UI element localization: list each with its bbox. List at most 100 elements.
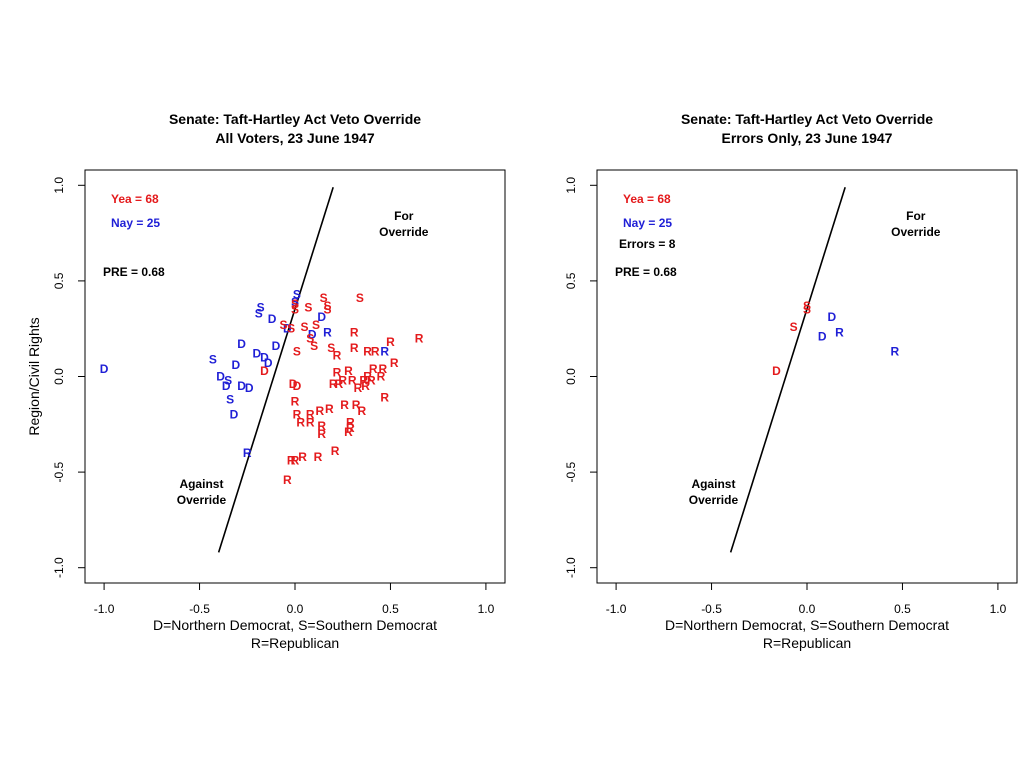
data-point: R (363, 370, 372, 384)
data-point: S (803, 303, 811, 317)
data-point: S (323, 299, 331, 313)
data-point: S (224, 373, 232, 387)
x-axis: -1.0 -0.5 0.0 0.5 1.0 (94, 582, 495, 616)
stats-legend: Yea = 68 Nay = 25 PRE = 0.68 (103, 192, 165, 279)
y-axis: -1.0 -0.5 0.0 0.5 1.0 (52, 177, 85, 578)
data-point: S (226, 392, 234, 406)
data-point: R (315, 404, 324, 418)
data-point: D (260, 350, 269, 364)
x-axis-label-2: R=Republican (251, 635, 339, 651)
x-tick-label: 0.0 (799, 602, 816, 616)
data-point: D (237, 337, 246, 351)
data-point: S (280, 318, 288, 332)
data-point: R (335, 377, 344, 391)
y-axis-label: Region/Civil Rights (26, 317, 42, 435)
data-point: D (230, 408, 239, 422)
data-point: R (369, 362, 378, 376)
yea-count: Yea = 68 (623, 192, 671, 206)
data-point: R (344, 425, 353, 439)
errors-count: Errors = 8 (619, 237, 676, 251)
data-point: R (323, 326, 332, 340)
pre-value: PRE = 0.68 (615, 265, 677, 279)
y-axis: -1.0 -0.5 0.0 0.5 1.0 (564, 177, 597, 578)
x-tick-label: 0.0 (287, 602, 304, 616)
x-tick-label: -0.5 (189, 602, 210, 616)
data-point: S (790, 320, 798, 334)
chart-panel-2: Senate: Taft-Hartley Act Veto Override Er… (564, 111, 1018, 651)
data-point: R (354, 381, 363, 395)
data-point: D (272, 339, 281, 353)
data-point: D (264, 356, 273, 370)
y-tick-label: 0.5 (564, 272, 578, 289)
cutting-line (729, 186, 846, 553)
plot-frame (596, 169, 1018, 584)
data-point: D (283, 322, 292, 336)
data-point: R (306, 415, 315, 429)
data-point: D (818, 329, 827, 343)
data-point: R (378, 362, 387, 376)
data-point: S (257, 301, 265, 315)
y-tick-label: -1.0 (52, 557, 66, 578)
data-point: R (350, 341, 359, 355)
data-point: R (415, 331, 424, 345)
data-point: R (333, 348, 342, 362)
x-axis-label: D=Northern Democrat, S=Southern Democrat (665, 617, 949, 633)
data-point: R (329, 377, 338, 391)
against-label: Against (691, 477, 735, 491)
data-point: R (298, 450, 307, 464)
data-point: R (317, 419, 326, 433)
data-point: D (216, 370, 225, 384)
data-point: R (243, 446, 252, 460)
data-point: S (356, 291, 364, 305)
x-tick-label: 1.0 (990, 602, 1007, 616)
x-axis: -1.0 -0.5 0.0 0.5 1.0 (606, 582, 1007, 616)
data-point: R (325, 402, 334, 416)
data-point: S (291, 295, 299, 309)
data-point: R (350, 326, 359, 340)
data-point: R (380, 345, 389, 359)
x-axis-label-2: R=Republican (763, 635, 851, 651)
data-point: R (331, 444, 340, 458)
data-point: S (304, 301, 312, 315)
data-point: S (291, 297, 299, 311)
y-tick-label: 1.0 (564, 177, 578, 194)
data-point: R (371, 345, 380, 359)
data-point: R (317, 427, 326, 441)
data-point: D (260, 364, 269, 378)
x-tick-label: 1.0 (478, 602, 495, 616)
data-point: S (301, 320, 309, 334)
data-point: D (252, 347, 261, 361)
data-point: S (306, 331, 314, 345)
y-tick-label: 0.0 (52, 368, 66, 385)
data-point: S (323, 303, 331, 317)
chart-title: Senate: Taft-Hartley Act Veto Override (169, 111, 421, 127)
data-point: R (346, 415, 355, 429)
data-point: S (803, 299, 811, 313)
x-tick-label: 0.5 (894, 602, 911, 616)
nay-count: Nay = 25 (111, 216, 160, 230)
data-point: R (306, 408, 315, 422)
data-point: R (338, 373, 347, 387)
against-label-2: Override (689, 493, 739, 507)
data-point: S (327, 341, 335, 355)
nay-count: Nay = 25 (623, 216, 672, 230)
chart-subtitle: All Voters, 23 June 1947 (215, 130, 374, 146)
data-point: D (827, 310, 836, 324)
x-tick-label: 0.5 (382, 602, 399, 616)
data-point: S (287, 322, 295, 336)
data-point: D (268, 312, 277, 326)
data-point: R (377, 370, 386, 384)
data-point: D (293, 379, 302, 393)
data-point: R (340, 398, 349, 412)
for-label-2: Override (379, 225, 429, 239)
data-point: R (367, 373, 376, 387)
y-tick-label: 1.0 (52, 177, 66, 194)
data-point: R (287, 454, 296, 468)
data-point: S (209, 352, 217, 366)
x-tick-label: -1.0 (606, 602, 627, 616)
data-point: S (293, 345, 301, 359)
data-point: S (255, 306, 263, 320)
chart-panel-1: Senate: Taft-Hartley Act Veto Override Al… (26, 111, 506, 651)
stats-legend: Yea = 68 Nay = 25 Errors = 8 PRE = 0.68 (615, 192, 677, 279)
